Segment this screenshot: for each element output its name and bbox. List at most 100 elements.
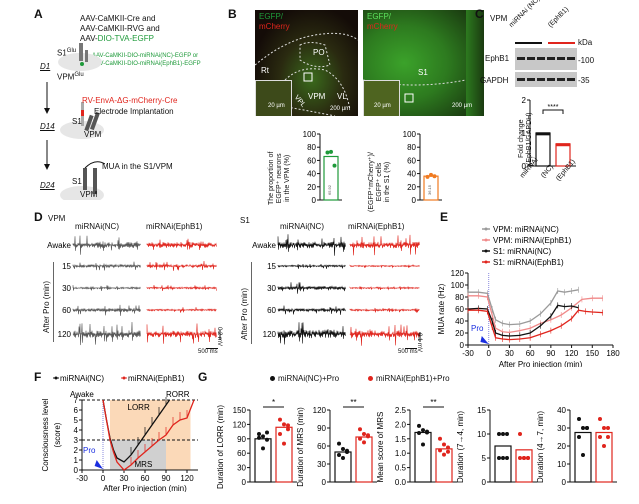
vpm-row-label: 120 (58, 330, 72, 339)
lane-bar-nc (515, 42, 542, 44)
y-tick-label: 0 (460, 341, 465, 350)
y-tick-label: 120 (313, 406, 327, 415)
y-tick-label: 7 (74, 396, 79, 405)
injection-needle-1 (79, 43, 83, 61)
legend-label: S1: miRNAi(EphB1) (493, 258, 564, 267)
rv-tip (81, 110, 84, 116)
vpm-row-label: 60 (62, 306, 71, 315)
s1-nc-trace (277, 322, 346, 345)
c-region-label: VPM (490, 14, 508, 23)
d-s1-axis-label: After Pro (min) (240, 287, 249, 340)
brain-schematics (58, 43, 105, 200)
d-s1-bracket (251, 262, 252, 344)
legend-marker (484, 227, 488, 231)
awake-annotation: Awake (70, 390, 94, 399)
data-point (337, 453, 341, 457)
y-tick-label: 0 (322, 478, 327, 487)
pro-arrow-icon (94, 460, 103, 469)
data-point (598, 435, 602, 439)
y-tick-label: 20 (307, 183, 316, 192)
y-tick-label: 2 (522, 96, 527, 105)
vpm-nc-trace (72, 322, 141, 346)
blot-band (517, 78, 575, 81)
y-tick-label: 100 (451, 281, 465, 290)
legend-dot-ephb1 (368, 376, 373, 381)
data-point (282, 441, 286, 446)
y-tick-label: 30 (557, 424, 566, 433)
y-tick-label: 0 (242, 478, 247, 487)
blot-band (517, 57, 575, 60)
s1-nc-trace (277, 234, 346, 256)
data-point (497, 432, 501, 436)
lane-label-nc: miRNAi (NC) (508, 0, 542, 30)
chart-c: 0 1 2 **** (522, 96, 576, 170)
day14-label: D14 (40, 122, 55, 131)
s1-ephb1-trace (349, 264, 420, 269)
s1-inset: 20 µm (363, 80, 400, 116)
y-tick-label: 100 (403, 130, 417, 139)
ylabel-line: in the VPM (%) (284, 154, 291, 202)
panel-c-label: C (475, 7, 484, 21)
mcherry-label: mCherry (367, 22, 398, 31)
panel-e-label: E (440, 210, 449, 224)
data-point (442, 452, 446, 457)
ylabel-line: The proportion of (268, 151, 275, 205)
data-point (421, 428, 425, 433)
data-point (257, 432, 261, 436)
series-line (468, 309, 603, 341)
y-axis-label: (score) (53, 422, 62, 447)
series-line (468, 289, 579, 326)
d-vpm-time-scale: 500 ms (198, 349, 218, 355)
bar (574, 431, 592, 483)
arrowhead-2 (44, 164, 50, 170)
panel-b-label: B (228, 7, 237, 21)
data-point (606, 435, 610, 439)
panel-d-label: D (34, 210, 43, 224)
y-tick-label: 2 (74, 446, 79, 455)
legend-marker (484, 238, 488, 242)
y-tick-label: 1.5 (395, 435, 407, 444)
y-tick-label: 0.0 (395, 478, 407, 487)
mirna-ephb1-text: AAV-CaMKII-DIO-miRNAi(EphB1)-EGFP (92, 61, 201, 67)
vpm-row-label: 15 (62, 262, 71, 271)
bar (323, 155, 339, 201)
y-tick-label: 40 (557, 406, 566, 415)
y-tick-label: 120 (233, 420, 247, 429)
panel-g-label: G (198, 370, 208, 384)
y-tick-label: 80 (307, 143, 316, 152)
chart-g3: 0.0 0.5 1.0 1.5 2.0 2.5 Mean score of MRS ** (376, 398, 457, 487)
vpm-ephb1-trace (146, 238, 217, 250)
legend-label: S1: miRNAi(NC) (493, 247, 552, 256)
bar (254, 438, 272, 483)
virus-prefix: AAV- (80, 34, 98, 43)
vpm-nc-trace (72, 261, 141, 271)
data-point (332, 163, 337, 168)
s1-micrograph: EGFP/ mCherry S1 20 µm (363, 10, 466, 116)
x-tick-label: 90 (162, 474, 171, 483)
y-tick-label: 60 (455, 305, 464, 314)
x-tick-label: 180 (606, 349, 620, 358)
y-tick-label: 0 (482, 478, 487, 487)
vpm-nc-trace (72, 235, 141, 255)
y-tick-label: 150 (233, 406, 247, 415)
pro-annotation: Pro (471, 324, 484, 333)
rv-virus-text: RV-EnvA-ΔG-mCherry-Cre (82, 96, 178, 105)
vpm-ephb1-trace (146, 261, 217, 271)
data-point (337, 441, 341, 446)
s1-nc-trace (277, 282, 346, 294)
glu-sup: Glu (66, 48, 77, 54)
data-point (581, 426, 585, 430)
vpm-inset: 20 µm (255, 80, 292, 116)
data-point (429, 172, 433, 177)
data-point (282, 422, 286, 427)
chart-g5: 0 10 20 30 40 Duration (4→7, min) (536, 406, 617, 487)
time-scalebar (405, 348, 417, 349)
s1-label-d24: S1 (72, 177, 82, 186)
legend-label: VPM: miRNAi(EphB1) (493, 236, 572, 245)
inset-scale-label: 20 µm (268, 103, 285, 109)
data-point (362, 432, 366, 436)
x-axis-label: After Pro injection (min) (499, 360, 583, 367)
point-cluster-ephb1 (556, 143, 570, 147)
